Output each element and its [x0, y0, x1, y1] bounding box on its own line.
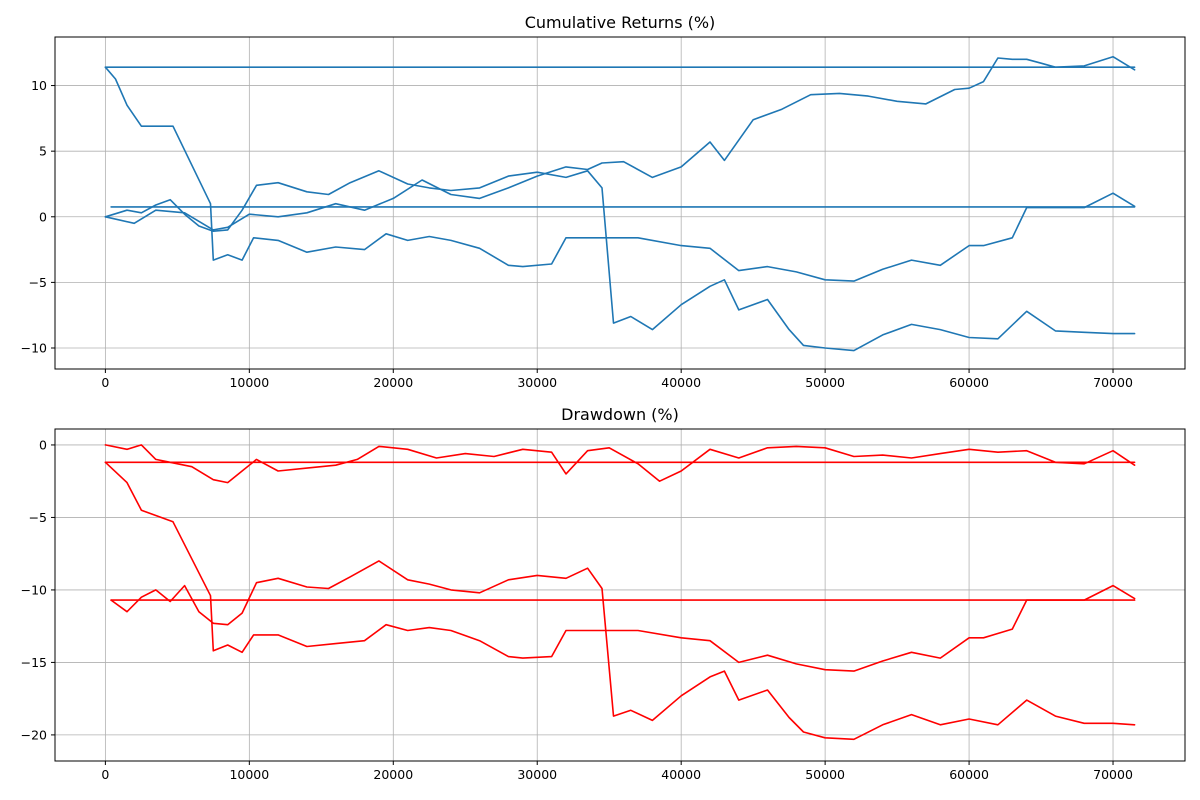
cumulative-returns-y-tick-label: 5: [39, 144, 47, 159]
cumulative-returns-series: [104, 55, 1136, 352]
drawdown-series-line-3: [110, 560, 1136, 741]
cumulative-returns-y-tick-label: 0: [39, 209, 47, 224]
drawdown-series: [104, 444, 1136, 741]
drawdown-x-tick-label: 0: [101, 767, 109, 782]
cumulative-returns-x-tick-label: 70000: [1093, 375, 1133, 390]
drawdown-y-tick-label: −20: [21, 727, 47, 742]
cumulative-returns-y-tick-label: −10: [21, 341, 47, 356]
cumulative-returns-series-line-2: [104, 170, 1136, 352]
drawdown-y-tick-label: −15: [21, 655, 47, 670]
drawdown-x-tick-label: 70000: [1093, 767, 1133, 782]
drawdown-x-tick-label: 60000: [949, 767, 989, 782]
drawdown-y-tick-label: −5: [29, 510, 47, 525]
drawdown-y-tick-label: 0: [39, 437, 47, 452]
drawdown-panel: Drawdown (%) 0 10000 20000 30000 40000 50000 6…: [21, 405, 1186, 782]
drawdown-series-line-1: [104, 444, 1136, 484]
cumulative-returns-x-tick-label: 20000: [373, 375, 413, 390]
cumulative-returns-series-line-3: [104, 55, 1136, 231]
drawdown-ticks: 0 10000 20000 30000 40000 50000 60000 70000 −20 −…: [21, 437, 1133, 782]
drawdown-title: Drawdown (%): [561, 405, 679, 424]
drawdown-x-tick-label: 40000: [661, 767, 701, 782]
cumulative-returns-y-tick-label: −5: [29, 275, 47, 290]
cumulative-returns-panel: Cumulative Returns (%) 0 10000 20000 30000 4…: [21, 13, 1186, 390]
cumulative-returns-series-line-1: [104, 66, 1136, 282]
cumulative-returns-x-tick-label: 50000: [805, 375, 845, 390]
cumulative-returns-axes-frame: [54, 36, 1186, 370]
cumulative-returns-x-tick-label: 10000: [229, 375, 269, 390]
drawdown-series-line-2: [104, 461, 1136, 672]
cumulative-returns-grid: [55, 37, 1185, 369]
drawdown-x-tick-label: 20000: [373, 767, 413, 782]
cumulative-returns-x-tick-label: 0: [101, 375, 109, 390]
cumulative-returns-x-tick-label: 60000: [949, 375, 989, 390]
cumulative-returns-x-tick-label: 30000: [517, 375, 557, 390]
cumulative-returns-title: Cumulative Returns (%): [525, 13, 716, 32]
drawdown-x-tick-label: 10000: [229, 767, 269, 782]
cumulative-returns-y-tick-label: 10: [31, 78, 47, 93]
cumulative-returns-x-tick-label: 40000: [661, 375, 701, 390]
drawdown-x-tick-label: 30000: [517, 767, 557, 782]
cumulative-returns-ticks: 0 10000 20000 30000 40000 50000 60000 70000 −10 −…: [21, 78, 1133, 390]
drawdown-axes-frame: [54, 428, 1186, 762]
drawdown-x-tick-label: 50000: [805, 767, 845, 782]
drawdown-grid: [55, 429, 1185, 761]
drawdown-y-tick-label: −10: [21, 582, 47, 597]
